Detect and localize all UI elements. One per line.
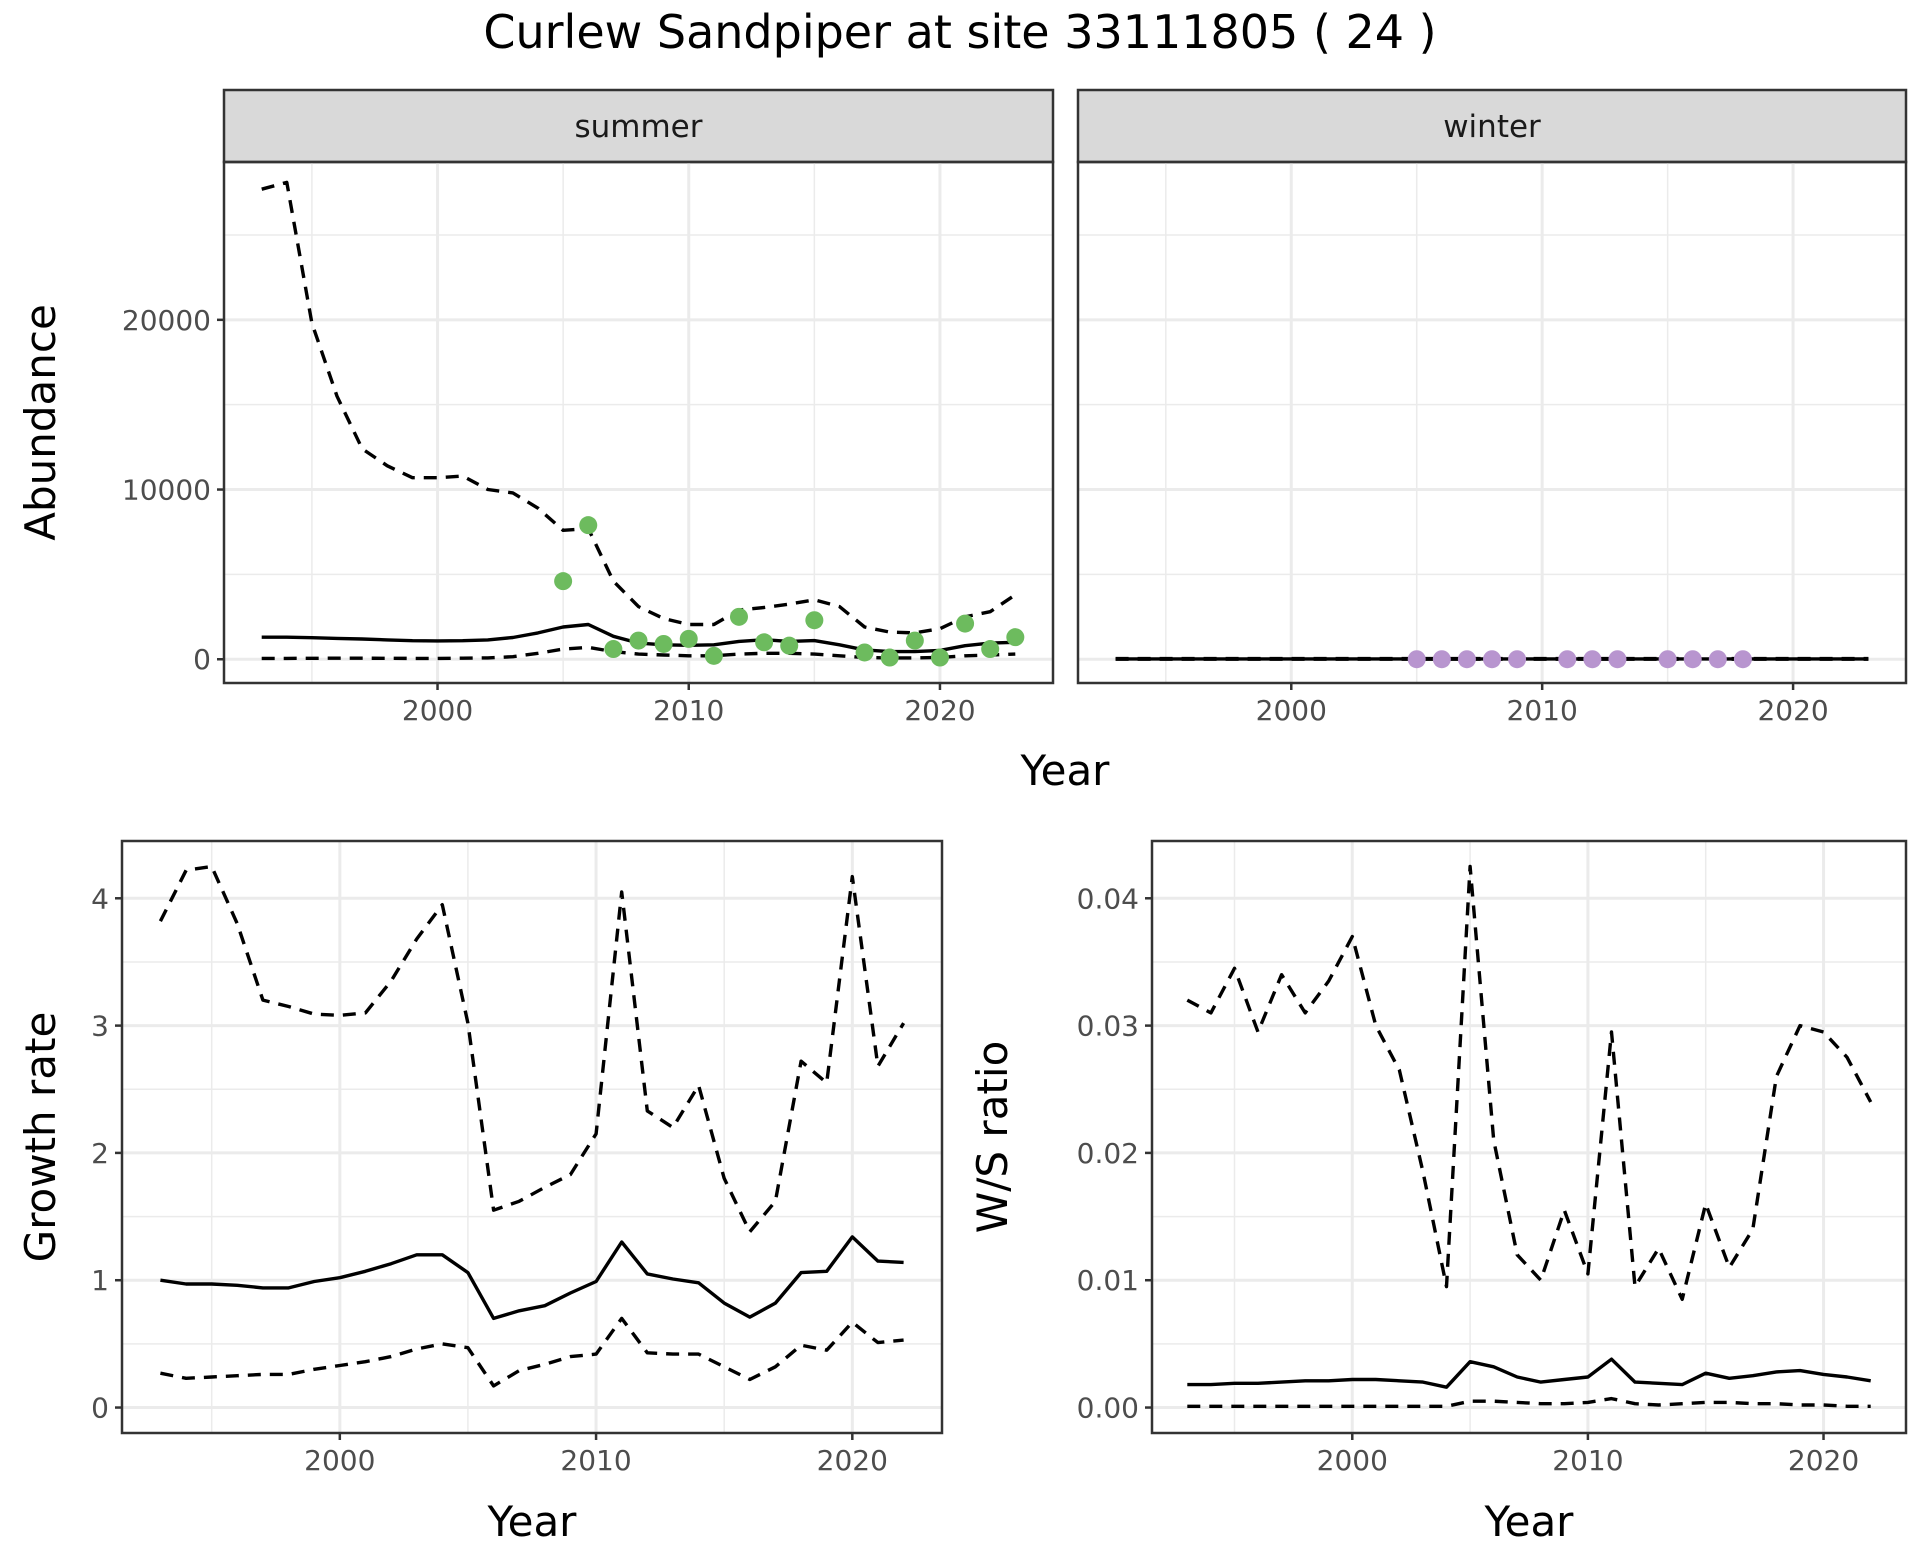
x-tick-label: 2020	[817, 1444, 888, 1477]
growth-y-axis-label: Growth rate	[16, 1012, 65, 1263]
x-tick-label: 2000	[1256, 694, 1327, 727]
observed-point	[604, 640, 623, 659]
observed-point	[1583, 650, 1602, 669]
x-tick-label: 2000	[402, 694, 473, 727]
observed-point	[1457, 650, 1476, 669]
lower-ci-line	[1187, 1396, 1871, 1408]
observed-point	[1432, 650, 1451, 669]
x-tick-label: 2000	[304, 1444, 375, 1477]
ws-ratio-panel: 2000 2010 2020 0.00 0.01 0.02 0.03 0.04	[1077, 839, 1908, 1477]
y-tick-label: 20000	[122, 304, 211, 337]
observed-point	[1708, 650, 1727, 669]
abundance-y-axis-label: Abundance	[16, 304, 65, 541]
y-tick-label: 10000	[122, 474, 211, 507]
observed-point	[755, 633, 774, 652]
estimate-line	[160, 1235, 904, 1321]
x-tick-label: 2020	[1757, 694, 1828, 727]
y-tick-label: 0.04	[1077, 882, 1139, 915]
observed-point	[880, 648, 899, 667]
y-tick-label: 0.03	[1077, 1010, 1139, 1043]
y-tick-label: 0.02	[1077, 1137, 1139, 1170]
facet-strip-summer	[222, 88, 1055, 164]
panel-border	[120, 839, 944, 1435]
x-tick-label: 2010	[1552, 1444, 1623, 1477]
observed-point	[1683, 650, 1702, 669]
observed-point	[930, 648, 949, 667]
upper-ci-line	[261, 180, 1017, 635]
observed-point	[1483, 650, 1501, 669]
y-tick-label: 4	[91, 882, 109, 915]
x-tick-label: 2000	[1317, 1444, 1388, 1477]
y-tick-label: 1	[91, 1264, 109, 1297]
panel-border	[1150, 839, 1908, 1435]
panel-border	[222, 160, 1055, 685]
observed-point	[855, 643, 874, 662]
y-tick-label: 0	[193, 643, 211, 676]
observed-point	[729, 607, 748, 626]
x-tick-label: 2010	[1507, 694, 1578, 727]
facet-label-winter: winter	[1443, 109, 1541, 145]
panel-border	[1076, 160, 1908, 685]
x-tick-label: 2020	[904, 694, 975, 727]
observed-point	[981, 640, 1000, 659]
observed-point	[1558, 650, 1577, 669]
y-tick-label: 0.01	[1077, 1264, 1139, 1297]
observed-point	[1733, 650, 1752, 669]
facet-strip-winter	[1076, 88, 1908, 164]
ws-ratio-y-axis-label: W/S ratio	[968, 1041, 1017, 1234]
figure-title: Curlew Sandpiper at site 33111805 ( 24 )	[483, 5, 1436, 59]
abundance-summer-panel: summer 2000 2010 2020 0 10000 20000	[122, 88, 1055, 727]
observed-point	[704, 646, 723, 665]
x-tick-label: 2020	[1788, 1444, 1859, 1477]
lower-ci-line	[160, 1316, 904, 1388]
facet-label-summer: summer	[574, 109, 702, 145]
ws-ratio-x-axis-label: Year	[1484, 1497, 1575, 1546]
observed-point	[679, 629, 698, 648]
observed-point	[1006, 628, 1025, 647]
observed-point	[1608, 650, 1627, 669]
y-tick-label: 0	[91, 1392, 109, 1425]
upper-ci-line	[158, 864, 906, 1234]
observed-point	[654, 634, 673, 653]
observed-point	[554, 572, 573, 591]
observed-point	[1658, 650, 1677, 669]
y-tick-label: 0.00	[1077, 1392, 1139, 1425]
abundance-x-axis-label: Year	[1020, 746, 1111, 795]
observed-point	[905, 631, 924, 650]
lower-ci-line	[261, 645, 1016, 661]
estimate-line	[1187, 1357, 1871, 1389]
x-tick-label: 2010	[560, 1444, 631, 1477]
observed-point	[629, 631, 648, 650]
abundance-winter-panel: winter 2000 2010 2020	[1076, 88, 1908, 727]
observed-point	[1508, 650, 1527, 669]
observed-point	[780, 636, 799, 655]
y-tick-label: 2	[91, 1137, 109, 1170]
observed-point	[805, 611, 824, 630]
x-tick-label: 2010	[653, 694, 724, 727]
growth-x-axis-label: Year	[487, 1497, 578, 1546]
observed-point	[956, 614, 975, 633]
y-tick-label: 3	[91, 1010, 109, 1043]
upper-ci-line	[1186, 864, 1873, 1301]
growth-rate-panel: 2000 2010 2020 0 1 2 3 4	[91, 839, 944, 1477]
observed-point	[1407, 650, 1426, 669]
observed-point	[579, 516, 598, 535]
